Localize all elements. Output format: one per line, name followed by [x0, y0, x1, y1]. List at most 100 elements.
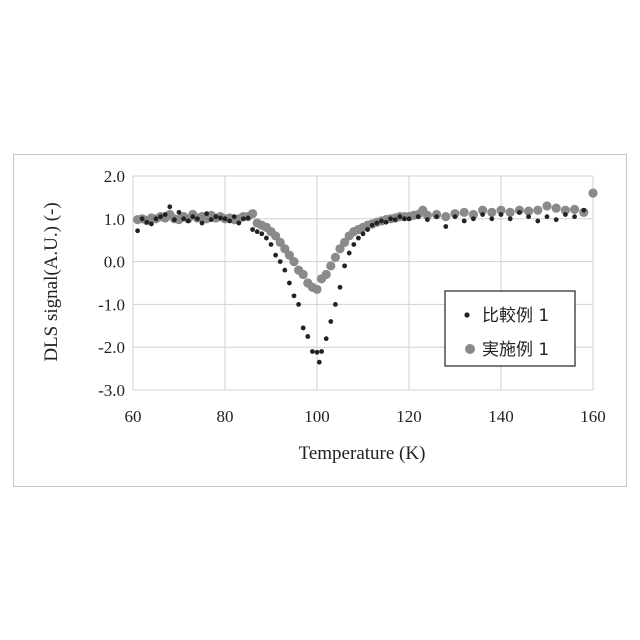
data-point-series-2: [487, 208, 496, 217]
data-point-series-1: [545, 214, 550, 219]
data-point-series-1: [535, 219, 540, 224]
data-point-series-2: [588, 189, 597, 198]
data-point-series-1: [384, 220, 389, 225]
data-point-series-1: [425, 217, 430, 222]
data-point-series-1: [328, 319, 333, 324]
data-point-series-1: [526, 214, 531, 219]
data-point-series-1: [305, 334, 310, 339]
x-tick-labels: 6080100120140160: [125, 407, 606, 426]
data-point-series-1: [236, 221, 241, 226]
data-point-series-2: [552, 204, 561, 213]
data-point-series-1: [489, 216, 494, 221]
data-point-series-1: [204, 211, 209, 216]
data-point-series-1: [250, 227, 255, 232]
data-point-series-1: [333, 302, 338, 307]
data-point-series-1: [581, 208, 586, 213]
data-point-series-1: [223, 216, 228, 221]
data-point-series-1: [140, 216, 145, 221]
data-point-series-1: [195, 216, 200, 221]
data-point-series-1: [186, 219, 191, 224]
data-point-series-1: [397, 214, 402, 219]
data-point-series-1: [213, 214, 218, 219]
data-point-series-1: [508, 216, 513, 221]
data-point-series-1: [434, 214, 439, 219]
x-tick-label: 100: [304, 407, 330, 426]
y-tick-label: -3.0: [98, 381, 125, 400]
data-point-series-1: [246, 216, 251, 221]
data-point-series-2: [331, 253, 340, 262]
data-point-series-1: [301, 326, 306, 331]
data-point-series-1: [209, 217, 214, 222]
x-axis-title: Temperature (K): [299, 443, 426, 464]
data-point-series-2: [533, 206, 542, 215]
legend: 比較例 1 実施例 1: [445, 291, 575, 366]
x-tick-label: 140: [488, 407, 514, 426]
legend-marker-series-2: [465, 344, 475, 354]
data-point-series-2: [460, 208, 469, 217]
data-point-series-1: [370, 223, 375, 228]
data-point-series-1: [227, 219, 232, 224]
data-point-series-1: [379, 219, 384, 224]
y-tick-label: 2.0: [104, 167, 125, 186]
data-point-series-2: [542, 201, 551, 210]
data-point-series-1: [158, 214, 163, 219]
data-point-series-1: [264, 236, 269, 241]
y-axis-title: DLS signal(A.U.) (-): [41, 202, 62, 361]
data-point-series-1: [292, 293, 297, 298]
data-point-series-1: [154, 216, 159, 221]
data-point-series-1: [462, 219, 467, 224]
data-point-series-1: [554, 217, 559, 222]
data-point-series-2: [326, 261, 335, 270]
data-point-series-1: [181, 216, 186, 221]
data-point-series-2: [299, 270, 308, 279]
data-point-series-1: [443, 224, 448, 229]
y-tick-label: -2.0: [98, 338, 125, 357]
x-tick-label: 160: [580, 407, 606, 426]
data-point-series-1: [453, 214, 458, 219]
data-point-series-1: [218, 216, 223, 221]
y-tick-label: 0.0: [104, 253, 125, 272]
data-point-series-1: [310, 349, 315, 354]
x-tick-label: 120: [396, 407, 422, 426]
data-point-series-1: [356, 236, 361, 241]
data-point-series-2: [570, 205, 579, 214]
data-point-series-2: [312, 285, 321, 294]
data-point-series-1: [563, 212, 568, 217]
data-point-series-1: [135, 228, 140, 233]
data-point-series-1: [393, 217, 398, 222]
data-point-series-2: [322, 270, 331, 279]
y-tick-label: -1.0: [98, 295, 125, 314]
data-point-series-1: [315, 350, 320, 355]
data-point-series-1: [342, 263, 347, 268]
data-point-series-1: [361, 231, 366, 236]
data-point-series-1: [287, 281, 292, 286]
data-point-series-1: [499, 212, 504, 217]
data-point-series-1: [200, 221, 205, 226]
data-point-series-1: [374, 221, 379, 226]
x-tick-label: 80: [217, 407, 234, 426]
data-point-series-1: [471, 216, 476, 221]
data-point-series-1: [317, 360, 322, 365]
data-point-series-1: [144, 220, 149, 225]
data-point-series-1: [338, 285, 343, 290]
data-point-series-1: [324, 336, 329, 341]
data-point-series-1: [259, 231, 264, 236]
data-point-series-1: [278, 259, 283, 264]
data-point-series-1: [480, 212, 485, 217]
data-point-series-1: [241, 216, 246, 221]
data-point-series-1: [572, 214, 577, 219]
data-point-series-2: [441, 212, 450, 221]
data-point-series-1: [416, 214, 421, 219]
data-point-series-1: [177, 210, 182, 215]
data-point-series-1: [232, 214, 237, 219]
data-point-series-1: [255, 229, 260, 234]
data-point-series-1: [319, 349, 324, 354]
legend-label-series-2: 実施例 1: [482, 340, 549, 360]
data-point-series-1: [407, 216, 412, 221]
data-point-series-1: [347, 251, 352, 256]
data-point-series-2: [506, 208, 515, 217]
y-tick-labels: 2.01.00.0-1.0-2.0-3.0: [98, 167, 125, 400]
data-point-series-1: [402, 216, 407, 221]
data-point-series-1: [190, 214, 195, 219]
